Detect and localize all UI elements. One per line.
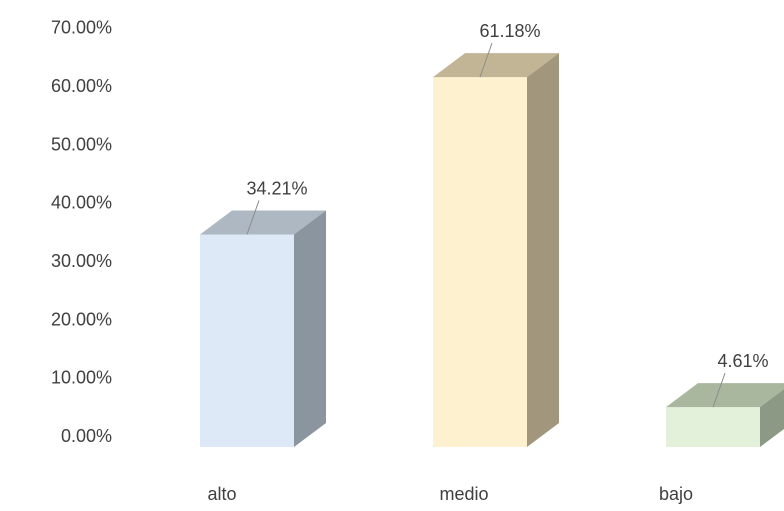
data-label-leader-line — [246, 200, 260, 235]
y-tick-label: 30.00% — [51, 251, 112, 271]
data-label-leader-line — [479, 42, 493, 78]
y-tick-label: 0.00% — [61, 426, 112, 446]
y-tick-label: 50.00% — [51, 134, 112, 154]
bar-alto-front — [200, 234, 294, 447]
bar-medio-top — [433, 53, 559, 78]
x-category-label: bajo — [659, 484, 693, 504]
bar-bajo-top — [666, 383, 784, 408]
x-category-label: medio — [439, 484, 488, 504]
bar-medio-front — [433, 77, 527, 448]
data-label: 34.21% — [246, 178, 307, 198]
bar-alto-top — [200, 210, 326, 235]
x-category-label: alto — [207, 484, 236, 504]
bar-bajo-front — [666, 407, 760, 447]
data-label-leader-line — [712, 372, 726, 408]
data-label: 61.18% — [479, 21, 540, 41]
bar-medio-side — [527, 53, 559, 448]
y-tick-label: 20.00% — [51, 309, 112, 329]
y-tick-label: 40.00% — [51, 193, 112, 213]
y-tick-label: 70.00% — [51, 18, 112, 38]
y-tick-label: 60.00% — [51, 76, 112, 96]
bar-alto-side — [294, 210, 326, 447]
bar-bajo-side — [760, 389, 784, 447]
y-tick-label: 10.00% — [51, 368, 112, 388]
data-label: 4.61% — [717, 351, 768, 371]
